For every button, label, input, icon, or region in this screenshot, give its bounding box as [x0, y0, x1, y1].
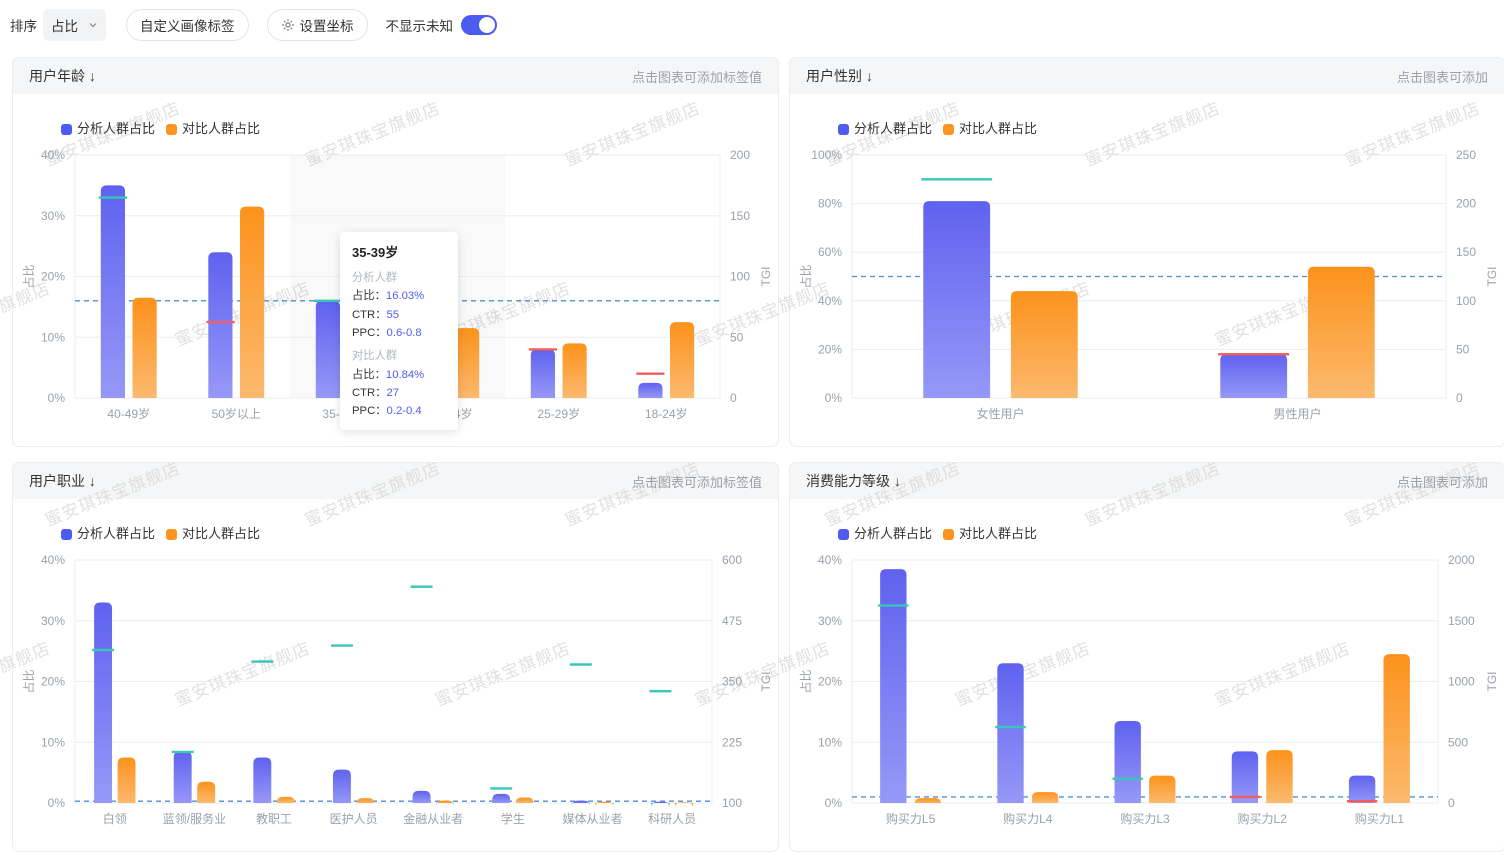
svg-text:0: 0 — [1448, 796, 1455, 810]
svg-text:250: 250 — [1456, 148, 1476, 162]
svg-text:医护人员: 医护人员 — [330, 812, 378, 826]
svg-text:对比人群占比: 对比人群占比 — [959, 526, 1037, 541]
svg-text:购买力L4: 购买力L4 — [1003, 811, 1053, 826]
svg-text:0%: 0% — [825, 391, 843, 405]
svg-text:对比人群占比: 对比人群占比 — [182, 526, 260, 541]
svg-text:购买力L3: 购买力L3 — [1120, 811, 1170, 826]
svg-text:10%: 10% — [41, 330, 65, 344]
svg-text:150: 150 — [730, 209, 750, 223]
svg-text:白领: 白领 — [103, 811, 127, 826]
svg-text:对比人群占比: 对比人群占比 — [182, 121, 260, 136]
svg-text:0%: 0% — [48, 796, 66, 810]
svg-text:教职工: 教职工 — [256, 811, 292, 826]
svg-text:40%: 40% — [41, 148, 65, 162]
svg-text:1000: 1000 — [1448, 675, 1475, 689]
svg-text:40%: 40% — [41, 553, 65, 567]
svg-text:TGI: TGI — [759, 267, 773, 287]
svg-text:600: 600 — [722, 553, 742, 567]
svg-text:0: 0 — [1456, 391, 1463, 405]
svg-text:50: 50 — [730, 330, 744, 344]
svg-text:占比: 占比 — [21, 264, 36, 288]
svg-text:225: 225 — [722, 735, 742, 749]
svg-text:150: 150 — [1456, 245, 1476, 259]
svg-text:30%: 30% — [41, 209, 65, 223]
svg-text:20%: 20% — [41, 270, 65, 284]
svg-text:男性用户: 男性用户 — [1273, 406, 1321, 421]
svg-text:100%: 100% — [811, 148, 842, 162]
svg-text:40%: 40% — [818, 553, 842, 567]
svg-text:40%: 40% — [818, 294, 842, 308]
svg-text:100: 100 — [722, 796, 742, 810]
svg-text:分析人群占比: 分析人群占比 — [77, 121, 155, 136]
svg-text:40-49岁: 40-49岁 — [107, 406, 150, 421]
svg-text:10%: 10% — [818, 735, 842, 749]
svg-text:100: 100 — [1456, 294, 1476, 308]
svg-text:0%: 0% — [825, 796, 843, 810]
svg-text:购买力L2: 购买力L2 — [1238, 811, 1288, 826]
svg-text:占比: 占比 — [21, 669, 36, 693]
svg-text:80%: 80% — [818, 197, 842, 211]
svg-text:购买力L1: 购买力L1 — [1355, 811, 1405, 826]
svg-text:TGI: TGI — [1485, 672, 1499, 692]
svg-text:50岁以上: 50岁以上 — [212, 406, 261, 421]
svg-text:20%: 20% — [818, 675, 842, 689]
svg-text:对比人群占比: 对比人群占比 — [959, 121, 1037, 136]
svg-text:2000: 2000 — [1448, 553, 1475, 567]
svg-text:0%: 0% — [48, 391, 66, 405]
svg-text:50: 50 — [1456, 342, 1470, 356]
svg-text:TGI: TGI — [759, 672, 773, 692]
svg-text:1500: 1500 — [1448, 614, 1475, 628]
svg-text:女性用户: 女性用户 — [976, 406, 1024, 421]
svg-text:TGI: TGI — [1485, 267, 1499, 287]
svg-text:购买力L5: 购买力L5 — [886, 811, 936, 826]
svg-text:占比: 占比 — [798, 669, 813, 693]
svg-text:60%: 60% — [818, 245, 842, 259]
svg-text:500: 500 — [1448, 735, 1468, 749]
svg-text:30%: 30% — [41, 614, 65, 628]
svg-text:科研人员: 科研人员 — [648, 812, 696, 826]
svg-text:10%: 10% — [41, 735, 65, 749]
svg-text:200: 200 — [730, 148, 750, 162]
svg-text:100: 100 — [730, 270, 750, 284]
svg-text:475: 475 — [722, 614, 742, 628]
svg-text:20%: 20% — [41, 675, 65, 689]
svg-text:18-24岁: 18-24岁 — [645, 406, 688, 421]
svg-text:学生: 学生 — [501, 811, 525, 826]
svg-text:分析人群占比: 分析人群占比 — [77, 526, 155, 541]
svg-text:分析人群占比: 分析人群占比 — [854, 121, 932, 136]
svg-text:20%: 20% — [818, 342, 842, 356]
svg-text:分析人群占比: 分析人群占比 — [854, 526, 932, 541]
svg-text:占比: 占比 — [798, 264, 813, 288]
svg-text:200: 200 — [1456, 197, 1476, 211]
svg-text:金融从业者: 金融从业者 — [403, 811, 463, 826]
svg-text:0: 0 — [730, 391, 737, 405]
svg-text:350: 350 — [722, 675, 742, 689]
svg-text:25-29岁: 25-29岁 — [537, 406, 580, 421]
svg-text:媒体从业者: 媒体从业者 — [563, 812, 623, 826]
svg-text:蓝领/服务业: 蓝领/服务业 — [163, 811, 226, 826]
svg-text:30%: 30% — [818, 614, 842, 628]
